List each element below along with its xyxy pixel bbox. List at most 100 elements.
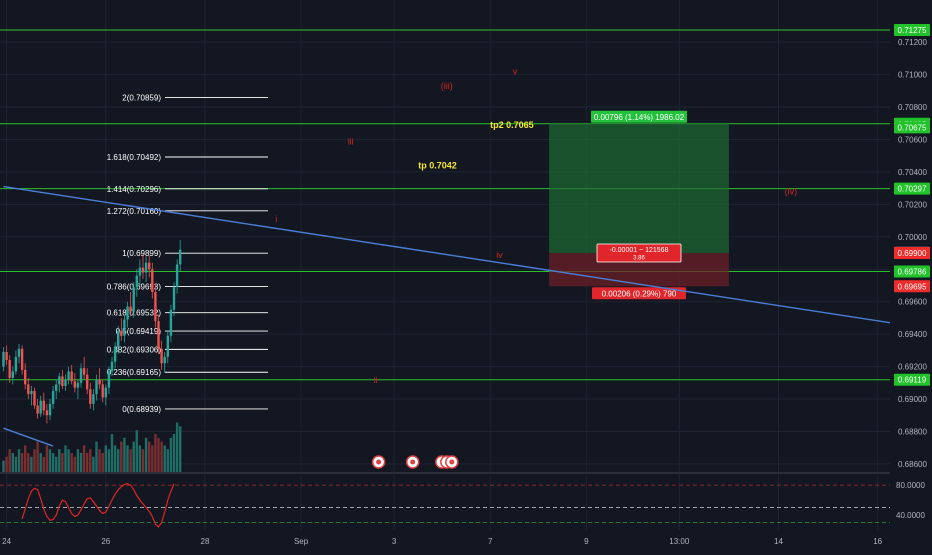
candle-body [9,360,11,378]
price-tag-label: 0.69900 [898,249,927,258]
volume-bar [164,445,166,472]
price-tick-label: 0.70000 [898,233,927,242]
candle-body [126,307,128,320]
volume-bar [64,445,66,472]
candle-body [120,331,122,336]
candle-body [12,371,14,377]
fib-level-label: 1(0.69899) [122,249,161,258]
candle-body [21,349,23,370]
fib-level-label: 1.414(0.70296) [107,185,162,194]
volume-bar [2,461,4,472]
volume-bar [98,449,100,472]
volume-bar [123,438,125,472]
time-tick-label: 28 [201,537,210,546]
volume-bar [36,442,38,472]
event-icon-dot [376,460,381,465]
price-tick-label: 0.70200 [898,200,927,209]
candle-body [86,375,88,390]
volume-bar [176,423,178,472]
candle-body [176,264,178,287]
volume-bar [18,449,20,472]
volume-bar [102,453,104,472]
candle-body [173,287,175,310]
candle-body [117,331,119,347]
fib-level-label: 0(0.68939) [122,405,161,414]
volume-bar [71,453,73,472]
volume-bar [154,434,156,472]
volume-bar [108,449,110,472]
wave-label: i [275,214,277,224]
candle-body [136,276,138,287]
candle-body [71,371,73,381]
price-tag-label: 0.70297 [898,185,927,194]
candle-body [102,384,104,397]
candle-body [18,349,20,357]
volume-bar [30,457,32,472]
time-tick-label: 7 [488,537,493,546]
fib-level-label: 0.236(0.69165) [107,368,162,377]
profit-zone[interactable] [549,124,729,253]
candle-body [2,352,4,367]
volume-bar [117,449,119,472]
candle-body [170,310,172,336]
volume-bar [55,457,57,472]
candle-body [24,370,26,385]
price-tag-label: 0.70675 [898,123,927,132]
candle-body [43,401,45,411]
volume-bar [15,457,17,472]
time-tick-label: Sep [294,537,309,546]
price-tag-label: 0.69786 [898,268,927,277]
price-tag-label: 0.69119 [898,376,927,385]
candle-body [142,268,144,273]
candle-body [154,292,156,321]
time-tick-label: 13:00 [669,537,690,546]
price-axis[interactable]: 0.712000.710000.708000.706000.704000.702… [890,0,932,550]
volume-bar [92,457,94,472]
volume-bar [24,445,26,472]
volume-bar [46,445,48,472]
volume-bar [157,438,159,472]
volume-bar [129,449,131,472]
candle-body [160,349,162,364]
price-tick-label: 0.69600 [898,298,927,307]
fib-level-label: 1.618(0.70492) [107,153,162,162]
time-tick-label: 3 [392,537,397,546]
wave-label: ii [374,375,378,385]
candle-body [80,368,82,383]
event-icon-dot [449,460,454,465]
volume-bar [58,449,60,472]
volume-bar [148,442,150,472]
candle-body [98,380,100,385]
entry-ratio-label: 3.86 [633,256,645,262]
candle-body [95,380,97,395]
candle-body [46,410,48,415]
volume-bar [67,449,69,472]
volume-bar [40,453,42,472]
candle-body [157,321,159,349]
volume-bar [151,445,153,472]
price-tag-label: 0.69695 [898,282,927,291]
candle-body [167,336,169,357]
long-position[interactable]: 0.00796 (1.14%) 1986.02-0.00001 ~ 121568… [549,111,729,300]
candle-body [74,381,76,387]
price-tick-label: 0.70400 [898,168,927,177]
volume-bar [160,442,162,472]
candle-body [151,269,153,292]
candle-body [15,357,17,372]
candle-body [148,263,150,269]
volume-bar [170,438,172,472]
time-tick-label: 26 [101,537,110,546]
price-tick-label: 0.71000 [898,71,927,80]
candle-body [89,389,91,404]
price-tick-label: 0.68800 [898,427,927,436]
volume-bar [142,449,144,472]
fib-level-label: 1.272(0.70160) [107,207,162,216]
candle-body [123,320,125,336]
price-tick-label: 0.69200 [898,363,927,372]
price-tick-label: 0.70800 [898,103,927,112]
volume-bar [52,453,54,472]
candle-body [40,401,42,414]
volume-bar [49,449,51,472]
